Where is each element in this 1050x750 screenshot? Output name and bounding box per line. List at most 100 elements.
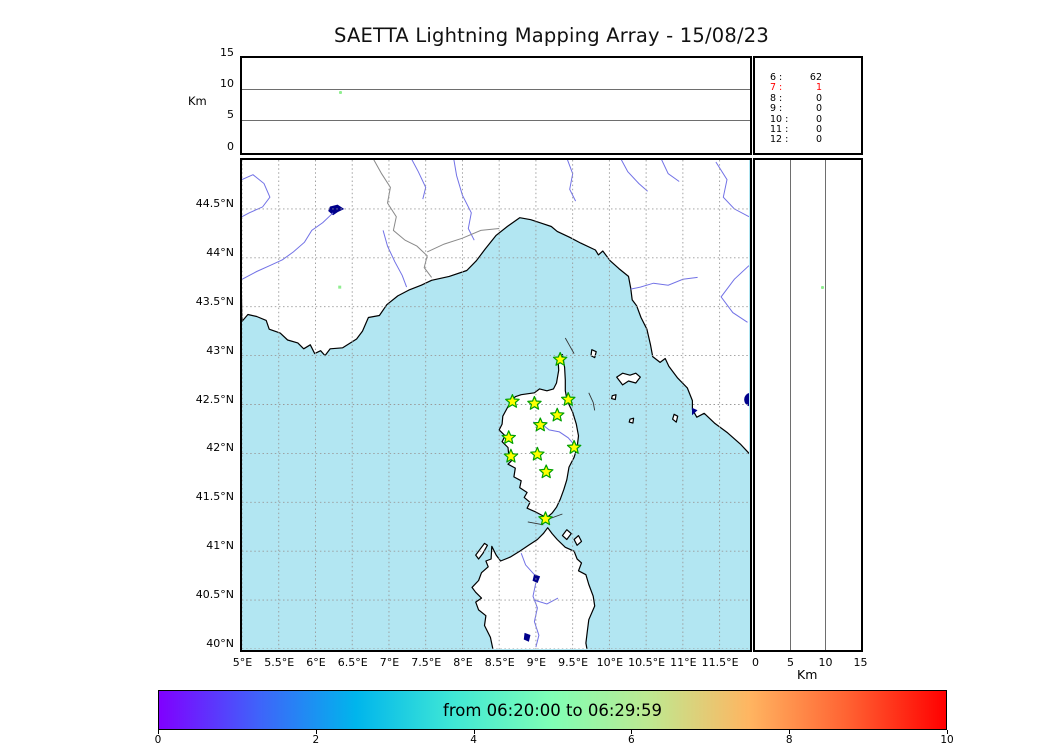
top-panel-y-tick-label: 0 [227,139,234,153]
top-panel-gridline [242,88,750,90]
landmass [573,535,583,546]
landmass [561,529,572,541]
river [242,174,271,218]
right-panel-gridline [789,160,791,650]
stats-source-count: 0 [815,134,822,146]
river [411,160,427,200]
station-star-marker [527,395,542,410]
altitude-latitude-panel [753,158,863,652]
right-panel-x-axis-label: Km [797,667,818,682]
stats-station-count: 11 [770,124,783,136]
colorbar-time-range-label: from 06:20:00 to 06:29:59 [443,700,662,720]
lake [692,407,698,416]
map-longitude-tick-label: 5°E [232,656,253,669]
colorbar-tick-label: 0 [154,734,162,746]
river [661,160,680,182]
station-star-marker [552,351,568,366]
source-point-alt-lat [821,286,825,290]
map-panel [240,158,752,652]
map-longitude-tick-label: 11.5°E [701,656,739,669]
stats-colon: : [779,82,783,94]
map-longitude-tick-label: 7.5°E [411,656,442,669]
map-latitude-tick-label: 41°N [206,539,234,553]
lake [328,204,345,216]
river [242,212,334,280]
right-panel-gridline [824,160,826,650]
river [630,276,698,290]
map-latitude-tick-label: 44°N [206,245,234,259]
map-latitude-tick-label: 43°N [206,343,234,357]
map-latitude-tick-label: 40°N [206,636,234,650]
top-panel-y-tick-label: 15 [220,45,234,59]
colorbar-tick-label: 10 [940,734,954,746]
stats-colon: : [779,103,783,115]
coast-detail-line [564,337,575,354]
colorbar-tick-mark [158,730,159,734]
colorbar-tick-mark [789,730,791,734]
stats-row: 6: 62 [770,72,822,83]
stats-station-count: 7 [770,82,777,94]
stats-row: 11: 0 [770,124,822,136]
stats-row: 7: 1 [770,82,822,94]
map-longitude-tick-label: 5.5°E [264,656,295,669]
landmass [471,527,596,649]
stats-colon: : [779,72,783,83]
top-panel-gridline [242,120,750,122]
colorbar-tick-mark [631,730,633,734]
coast-detail-line [588,392,596,411]
time-colorbar: from 06:20:00 to 06:29:59 [158,690,947,730]
map-longitude-tick-label: 10.5°E [628,656,666,669]
landmass [475,542,488,560]
lake [523,632,531,642]
source-point-alt-lon [338,90,342,94]
river [532,582,540,648]
station-star-marker [538,464,554,479]
station-star-marker [501,430,516,444]
map-longitude-tick-label: 6°E [306,656,326,669]
stats-rows: 6: 62 7: 1 8: 0 9: 0 10: 0 11: 0 12: 0 [770,72,822,146]
map-longitude-tick-label: 9°E [526,656,547,669]
right-panel-x-tick-label: 15 [853,656,868,669]
stats-source-count: 1 [815,82,822,94]
stats-station-count: 6 [770,72,777,83]
map-latitude-tick-label: 42°N [206,441,234,455]
stats-station-count: 10 [770,113,783,125]
river [567,160,577,202]
station-star-marker [561,392,576,406]
station-star-marker [550,407,565,422]
landmass [498,354,580,518]
top-panel-y-tick-label: 10 [220,76,234,90]
map-latitude-tick-label: 41.5°N [195,490,234,504]
landmass [590,349,597,359]
map-longitude-tick-label: 11°E [670,656,697,669]
landmass [616,372,641,386]
stats-source-count: 0 [815,103,822,115]
river [715,161,749,218]
stats-colon: : [785,113,789,125]
colorbar-tick-mark [473,730,475,734]
map-longitude-tick-label: 8.5°E [484,656,515,669]
landmass [242,160,749,455]
right-panel-x-tick-label: 10 [818,656,833,669]
river [620,160,648,192]
colorbar-tick-label: 4 [470,734,477,746]
landmass [628,417,635,424]
river [382,230,408,288]
colorbar-tick-mark [947,730,948,734]
stats-station-count: 12 [770,134,783,146]
river [720,265,749,323]
map-longitude-tick-label: 7°E [379,656,400,669]
plot-title: SAETTA Lightning Mapping Array - 15/08/2… [334,24,769,47]
map-canvas [242,160,749,649]
station-star-marker [533,417,548,432]
station-star-marker [530,446,545,461]
stats-source-count: 62 [809,72,822,83]
stats-row: 12: 0 [770,134,822,146]
stats-source-count: 0 [815,92,822,104]
landmass [672,413,679,423]
stats-colon: : [785,124,789,136]
right-panel-x-tick-label: 0 [752,656,759,669]
stats-row: 10: 0 [770,113,822,125]
map-latitude-tick-label: 43.5°N [195,294,234,308]
